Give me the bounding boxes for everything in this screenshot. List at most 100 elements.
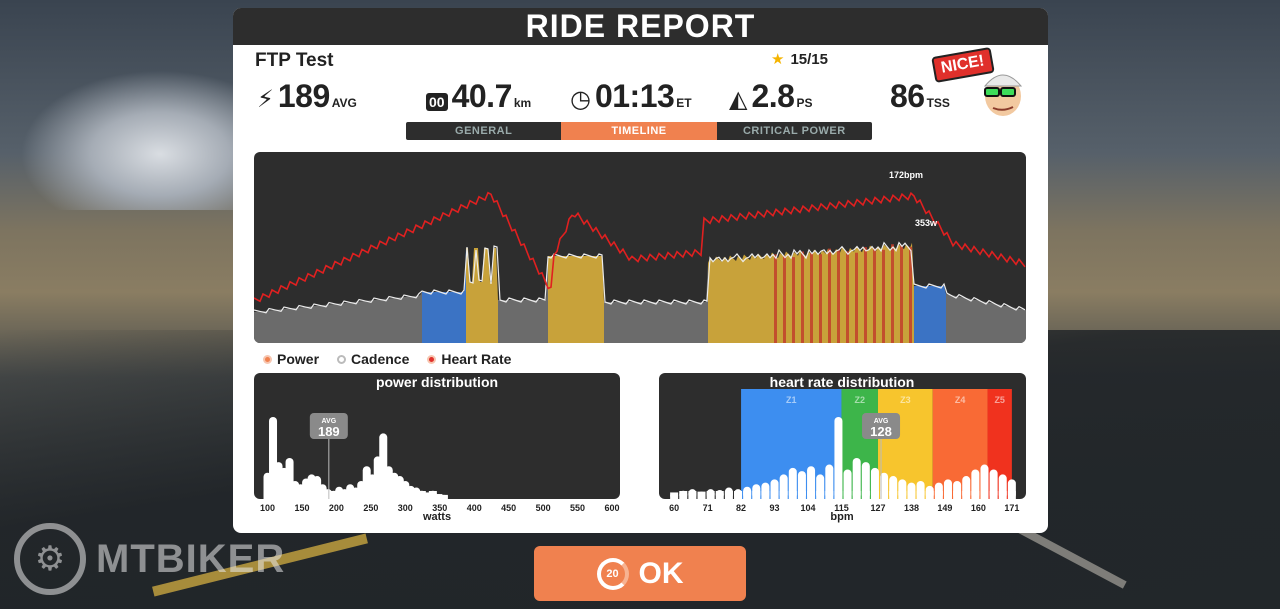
stat-power: ⚡ 189 AVG: [257, 78, 357, 115]
power-distribution-chart: power distribution 100 150 200 250 300 350 400…: [254, 373, 620, 523]
average-badge: [309, 413, 348, 439]
hr-zone-label: Z3: [900, 395, 911, 405]
distribution-bar-base: [816, 491, 825, 499]
distribution-bar-base: [291, 491, 300, 499]
distribution-bar: [834, 417, 843, 499]
distribution-bar: [807, 466, 816, 499]
distribution-bar-base: [934, 491, 943, 499]
distribution-bar-base: [280, 491, 289, 499]
legend-power[interactable]: Power: [263, 351, 319, 367]
distribution-bar-base: [1007, 491, 1016, 499]
distribution-bar-base: [307, 491, 316, 499]
tab-critical-power[interactable]: CRITICAL POWER: [716, 122, 872, 140]
distribution-bar: [980, 464, 989, 499]
power-spike: [783, 255, 786, 343]
distribution-tick-label: 71: [703, 503, 713, 513]
stat-time-value: 01:13: [594, 78, 675, 114]
cadence-line: [254, 241, 1026, 314]
power-spike: [891, 244, 894, 343]
distribution-bar-base: [861, 491, 870, 499]
distribution-tick-label: 138: [904, 503, 919, 513]
legend-power-label: Power: [277, 351, 320, 367]
distribution-bar-base: [423, 492, 432, 499]
distribution-tick-label: 600: [604, 503, 619, 513]
distribution-bar-base: [434, 494, 443, 499]
timeline-svg: 172bpm 353w: [254, 170, 1026, 343]
stat-pizza-value: 2.8: [751, 78, 795, 114]
average-badge: [862, 413, 901, 439]
distribution-bar-base: [734, 491, 743, 499]
distribution-bar-base: [269, 491, 278, 499]
distribution-bar-base: [373, 491, 382, 499]
distribution-bar-base: [797, 491, 806, 499]
distribution-bar-base: [679, 491, 688, 499]
countdown-value: 20: [606, 567, 619, 580]
distribution-bar-base: [943, 491, 952, 499]
hr-zone-label: Z4: [955, 395, 966, 405]
power-segment: [254, 292, 422, 343]
distribution-bar-base: [998, 491, 1007, 499]
stat-tss-unit: TSS: [926, 96, 950, 110]
distribution-bar-base: [346, 491, 355, 499]
distribution-tick-label: 93: [770, 503, 780, 513]
average-badge-value: 128: [870, 424, 892, 439]
distribution-tick-label: 160: [971, 503, 986, 513]
distribution-bar-base: [384, 491, 393, 499]
distribution-bar-base: [318, 491, 327, 499]
distribution-tick-label: 171: [1004, 503, 1019, 513]
hr-zone-label: Z5: [994, 395, 1005, 405]
stat-pizza: ◭ 2.8 PS: [729, 78, 812, 115]
stat-time-unit: ET: [676, 96, 692, 110]
distribution-tick-label: 200: [329, 503, 344, 513]
ok-label: OK: [638, 556, 684, 590]
distribution-bar-base: [390, 491, 399, 499]
clock-icon: ◷: [570, 86, 591, 113]
distribution-tick-label: 500: [536, 503, 551, 513]
peak-hr-label: 172bpm: [889, 170, 923, 180]
distribution-bar-base: [834, 491, 843, 499]
distribution-bar-base: [688, 491, 697, 499]
legend-cadence[interactable]: Cadence: [337, 351, 409, 367]
stat-time: ◷ 01:13 ET: [570, 78, 692, 115]
distribution-bar-base: [274, 491, 283, 499]
tab-general[interactable]: GENERAL: [406, 122, 562, 140]
distribution-bar-base: [263, 491, 272, 499]
distribution-tick-label: 149: [937, 503, 952, 513]
distribution-bar-base: [807, 491, 816, 499]
distribution-tick-label: 250: [363, 503, 378, 513]
distribution-bar-base: [313, 491, 322, 499]
distribution-bar-base: [285, 491, 294, 499]
stat-power-value: 189: [277, 78, 330, 114]
heart-rate-distribution-chart: Z1 Z2 Z3 Z4 Z5 heart rate distribution 60 71 8…: [659, 373, 1026, 523]
ok-button[interactable]: 20 OK: [534, 546, 746, 601]
distribution-bar-base: [428, 491, 437, 499]
watermark-logo-icon: ⚙: [14, 523, 86, 595]
power-distribution-title: power distribution: [376, 374, 498, 390]
power-spike: [801, 251, 804, 343]
distribution-bar-base: [329, 491, 338, 499]
odometer-icon: 00: [426, 93, 448, 111]
power-spike: [774, 254, 777, 343]
stars-value: 15/15: [790, 51, 828, 68]
distribution-bar-base: [889, 491, 898, 499]
distribution-bar-base: [779, 491, 788, 499]
distribution-tick-label: 450: [501, 503, 516, 513]
power-spike: [819, 254, 822, 343]
distribution-bar: [825, 464, 834, 499]
distribution-bar: [852, 458, 861, 499]
ride-name: FTP Test: [255, 50, 334, 71]
distribution-bar-base: [302, 491, 311, 499]
distribution-bar-base: [989, 491, 998, 499]
power-spike: [846, 251, 849, 343]
average-badge-value: 189: [318, 424, 340, 439]
tab-timeline[interactable]: TIMELINE: [561, 122, 717, 140]
heart-rate-toggle-icon: [427, 354, 437, 364]
distribution-bar-base: [401, 491, 410, 499]
distribution-bar-base: [357, 491, 366, 499]
countdown-timer-icon: 20: [596, 557, 629, 590]
distribution-bar-base: [340, 491, 349, 499]
power-distribution-svg: power distribution 100 150 200 250 300 350 400…: [254, 373, 620, 523]
stars-count: ★ 15/15: [771, 50, 828, 68]
stat-pizza-unit: PS: [796, 96, 813, 110]
legend-heart-rate[interactable]: Heart Rate: [427, 351, 511, 367]
